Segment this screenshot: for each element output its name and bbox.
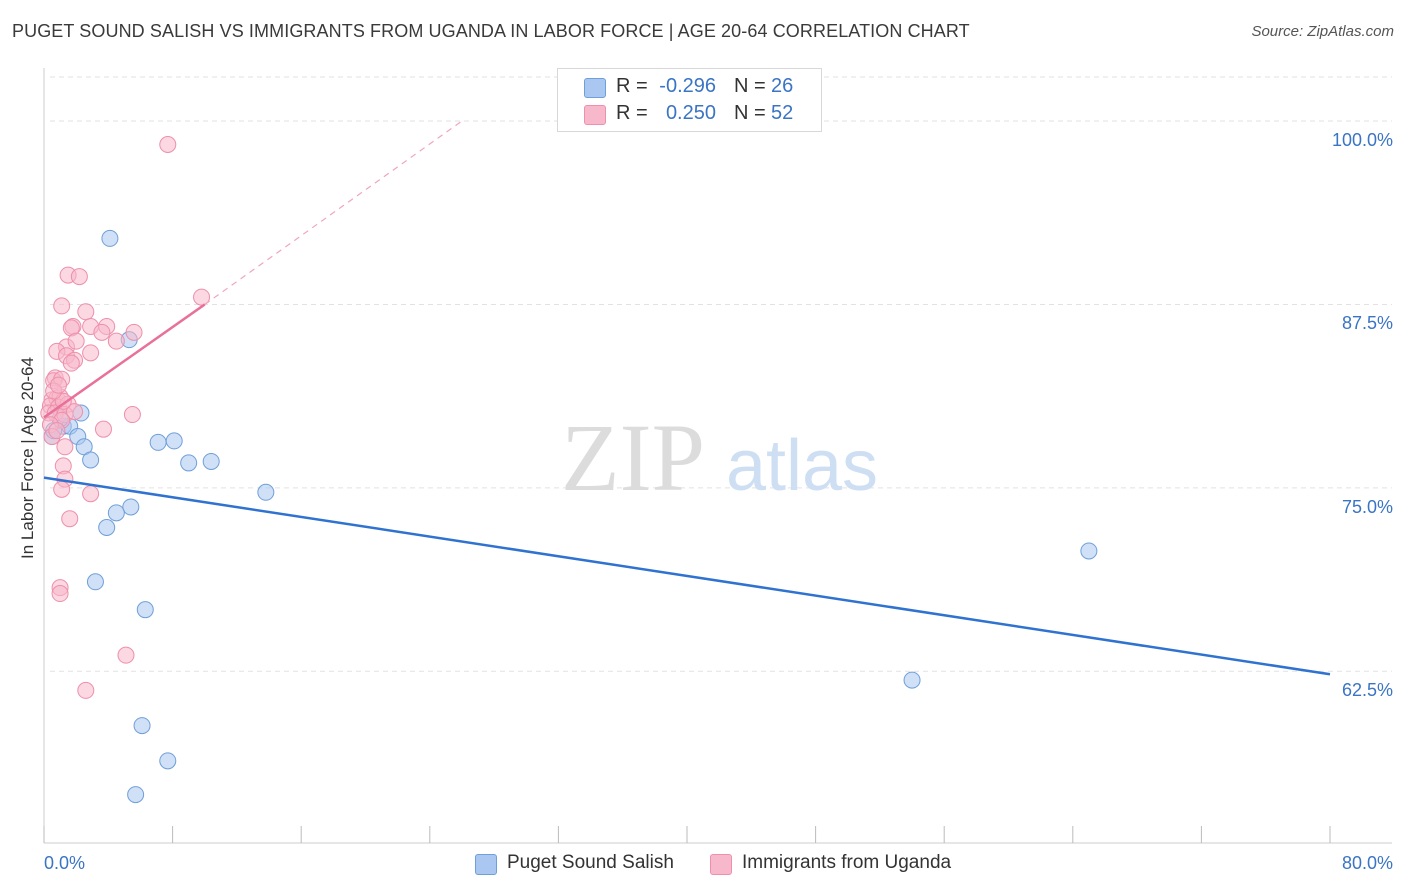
uganda-point: [107, 332, 125, 350]
salish-point: [98, 519, 116, 537]
salish-point: [136, 601, 154, 619]
legend-label: Immigrants from Uganda: [742, 852, 952, 873]
uganda-point: [82, 485, 100, 503]
legend-row-series2: R = 0.250 N = 52: [558, 100, 821, 128]
r-label: R =: [616, 102, 648, 124]
series1-legend-swatch: [475, 854, 497, 875]
x-tick-label-min: 0.0%: [44, 853, 86, 873]
salish-point: [159, 752, 177, 770]
uganda-point: [67, 332, 85, 350]
uganda-point: [159, 136, 177, 154]
uganda-point: [94, 420, 112, 438]
uganda-point: [51, 585, 69, 603]
uganda-point: [123, 406, 141, 424]
salish-point: [149, 433, 167, 451]
uganda-point: [53, 480, 71, 498]
n-value: 26: [771, 75, 794, 97]
legend-row-series1: R = -0.296 N = 26: [558, 73, 821, 101]
data-points: [40, 136, 1098, 804]
n-label: N =: [734, 75, 766, 97]
r-value: 0.250: [665, 102, 716, 124]
series2-swatch: [584, 105, 606, 125]
y-tick-label: 62.5%: [1341, 680, 1393, 701]
uganda-trend-extension: [204, 120, 463, 305]
salish-point: [86, 573, 104, 591]
x-tick-label-max: 80.0%: [1341, 853, 1393, 873]
salish-point: [133, 717, 151, 735]
uganda-point: [70, 268, 88, 286]
salish-point: [101, 229, 119, 247]
uganda-point: [125, 323, 143, 341]
y-axis-label: In Labor Force | Age 20-64: [18, 357, 37, 559]
salish-point: [165, 432, 183, 450]
y-tick-label: 75.0%: [1341, 496, 1393, 517]
uganda-point: [56, 438, 74, 456]
legend-label: Puget Sound Salish: [507, 852, 674, 873]
uganda-point: [49, 376, 67, 394]
uganda-point: [93, 323, 111, 341]
uganda-point: [77, 303, 95, 321]
salish-point: [1080, 542, 1098, 560]
uganda-point: [193, 288, 211, 306]
salish-point: [903, 671, 921, 689]
uganda-point: [62, 354, 80, 372]
salish-point: [127, 786, 145, 804]
salish-point: [257, 483, 275, 501]
chart-title: PUGET SOUND SALISH VS IMMIGRANTS FROM UG…: [12, 21, 970, 41]
salish-trend-line: [43, 476, 1331, 676]
watermark-atlas: atlas: [726, 426, 878, 506]
salish-point: [202, 452, 220, 470]
axes: [43, 68, 1392, 844]
series-legend: Puget Sound Salish Immigrants from Ugand…: [0, 852, 1406, 878]
r-value: -0.296: [659, 75, 716, 97]
uganda-point: [77, 681, 95, 699]
uganda-point: [82, 344, 100, 362]
series1-swatch: [584, 78, 606, 98]
uganda-point: [48, 422, 66, 440]
salish-point: [107, 504, 125, 522]
series2-legend-swatch: [710, 854, 732, 875]
correlation-legend: R = -0.296 N = 26 R = 0.250 N = 52: [557, 68, 822, 132]
r-label: R =: [616, 75, 648, 97]
uganda-point: [61, 510, 79, 528]
n-value: 52: [771, 102, 794, 124]
uganda-point: [66, 403, 84, 421]
uganda-point: [117, 646, 135, 664]
trend-lines: [43, 120, 1331, 676]
y-tick-label: 87.5%: [1341, 313, 1393, 334]
uganda-trend-line: [43, 303, 206, 419]
uganda-point: [53, 297, 71, 315]
salish-point: [82, 451, 100, 469]
salish-point: [180, 454, 198, 472]
source-label: Source: ZipAtlas.com: [1251, 23, 1394, 40]
y-tick-label: 100.0%: [1331, 130, 1393, 151]
salish-point: [122, 498, 140, 516]
watermark-zip: ZIP: [561, 404, 705, 511]
n-label: N =: [734, 102, 766, 124]
